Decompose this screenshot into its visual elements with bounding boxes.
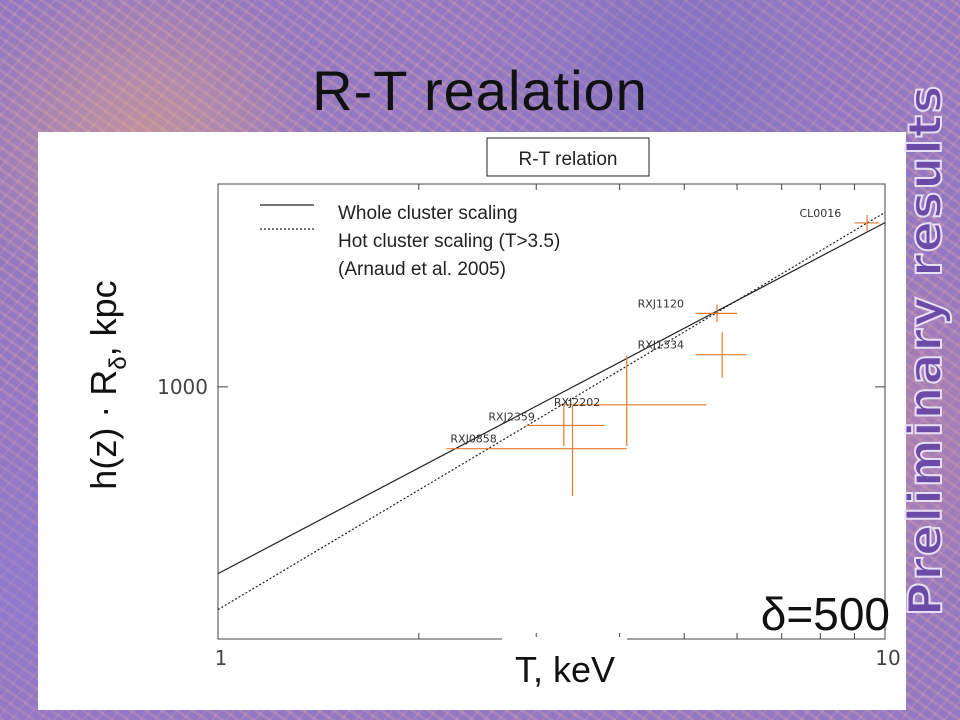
axis-ticks xyxy=(217,184,886,639)
y-axis-label-suffix: , kpc xyxy=(83,280,124,356)
legend-entry-whole: Whole cluster scaling xyxy=(338,203,518,224)
point-label-rxj1120: RXJ1120 xyxy=(638,297,684,310)
point-label-rxj1334: RXJ1334 xyxy=(638,339,684,352)
point-label-rxj0858: RXJ0858 xyxy=(450,433,496,446)
whole-cluster-line xyxy=(217,222,886,575)
preliminary-results-watermark: Preliminary results xyxy=(897,83,953,617)
point-cl0016: CL0016 xyxy=(799,207,880,232)
legend-entry-hot: Hot cluster scaling (T>3.5) xyxy=(338,231,560,252)
plot-frame xyxy=(217,183,886,640)
point-rxj0858: RXJ0858 xyxy=(446,405,627,496)
x-axis-label: T, keV xyxy=(515,649,615,690)
y-tick-label-1000: 1000 xyxy=(157,375,208,399)
delta-annotation: δ=500 xyxy=(761,588,890,640)
y-axis-label-main: h(z) · R xyxy=(83,370,124,490)
chart-title-box xyxy=(486,137,650,177)
x-tick-label-10: 10 xyxy=(875,646,900,670)
point-rxj2202: RXJ2202 xyxy=(554,355,707,447)
r-t-chart: CL0016 RXJ1120 RXJ1334 RXJ2359 RXJ2202 RXJ085… xyxy=(83,137,901,697)
legend: Whole cluster scaling Hot cluster scalin… xyxy=(260,203,560,280)
point-rxj1334: RXJ1334 xyxy=(638,332,747,378)
y-axis-label: h(z) · Rδ, kpc xyxy=(83,280,132,489)
x-tick-label-1: 1 xyxy=(215,646,228,670)
hot-cluster-line xyxy=(217,211,886,611)
y-axis-label-subscript: δ xyxy=(105,356,132,369)
slide-title: R-T realation xyxy=(312,59,648,122)
point-rxj2359: RXJ2359 xyxy=(488,405,605,447)
plot-panel: CL0016 RXJ1120 RXJ1334 RXJ2359 RXJ2202 RXJ085… xyxy=(38,132,906,710)
point-label-rxj2202: RXJ2202 xyxy=(554,396,600,409)
fit-lines xyxy=(217,211,886,611)
x-label-backdrop xyxy=(502,637,627,697)
chart-title: R-T relation xyxy=(519,149,618,170)
point-rxj1120: RXJ1120 xyxy=(638,297,738,323)
legend-entry-citation: (Arnaud et al. 2005) xyxy=(338,259,506,280)
point-label-rxj2359: RXJ2359 xyxy=(488,410,534,423)
point-label-cl0016: CL0016 xyxy=(799,207,841,220)
data-points: CL0016 RXJ1120 RXJ1334 RXJ2359 RXJ2202 RXJ085… xyxy=(446,207,880,496)
